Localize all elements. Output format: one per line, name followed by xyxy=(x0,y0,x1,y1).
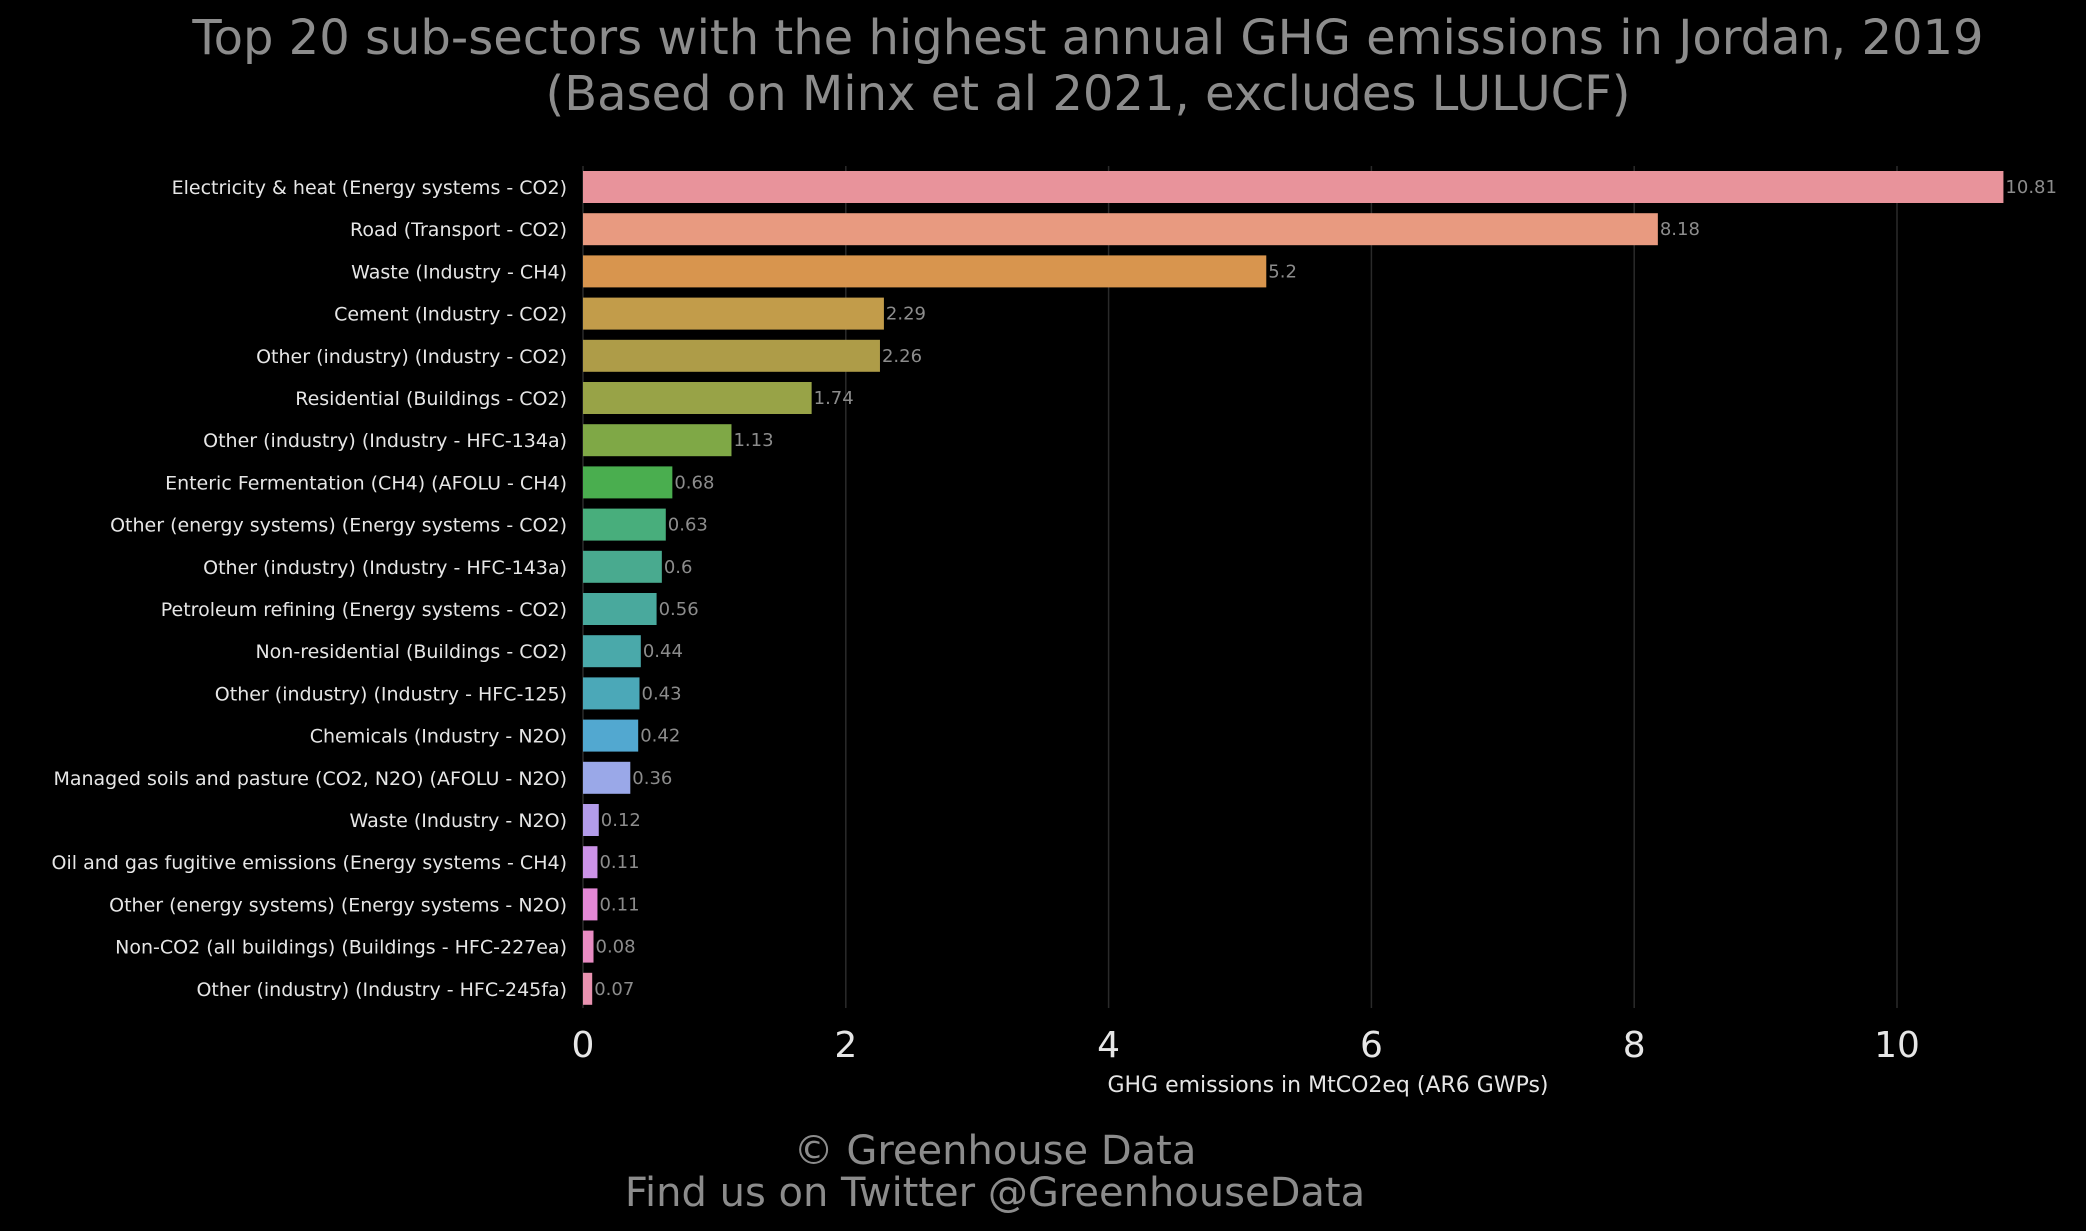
value-label: 0.11 xyxy=(599,894,639,915)
value-label: 0.6 xyxy=(664,557,693,578)
category-label: Chemicals (Industry - N2O) xyxy=(310,726,567,748)
value-label: 0.07 xyxy=(594,979,634,1000)
x-tick-label: 0 xyxy=(572,1025,595,1066)
category-label: Petroleum refining (Energy systems - CO2… xyxy=(161,599,567,621)
bar xyxy=(583,297,884,330)
bar xyxy=(583,761,631,794)
category-label: Non-CO2 (all buildings) (Buildings - HFC… xyxy=(115,937,567,959)
bar xyxy=(583,508,666,541)
category-label: Waste (Industry - CH4) xyxy=(351,261,567,283)
category-label: Managed soils and pasture (CO2, N2O) (AF… xyxy=(53,768,567,790)
bar xyxy=(583,213,1658,246)
bar xyxy=(583,550,662,583)
value-label: 0.08 xyxy=(596,937,636,958)
x-axis-label: GHG emissions in MtCO2eq (AR6 GWPs) xyxy=(1107,1073,1548,1098)
value-label: 1.13 xyxy=(733,430,773,451)
value-label: 8.18 xyxy=(1660,219,1700,240)
x-tick-label: 8 xyxy=(1623,1025,1646,1066)
bar xyxy=(583,804,599,836)
bar xyxy=(583,846,598,879)
chart-title: Top 20 sub-sectors with the highest annu… xyxy=(192,10,1984,66)
bar xyxy=(583,677,640,710)
value-label: 5.2 xyxy=(1268,261,1297,282)
bar xyxy=(583,255,1267,288)
footer-twitter: Find us on Twitter @GreenhouseData xyxy=(624,1170,1366,1216)
gridlines xyxy=(582,166,1898,1008)
category-label: Road (Transport - CO2) xyxy=(350,219,567,241)
bar xyxy=(583,382,812,414)
value-label: 0.11 xyxy=(599,852,639,873)
category-label: Enteric Fermentation (CH4) (AFOLU - CH4) xyxy=(165,472,567,494)
bar xyxy=(583,635,641,668)
category-label: Electricity & heat (Energy systems - CO2… xyxy=(172,177,567,199)
footer-copyright: © Greenhouse Data xyxy=(793,1128,1197,1174)
category-label: Oil and gas fugitive emissions (Energy s… xyxy=(52,852,567,874)
bar xyxy=(583,972,593,1005)
x-tick-label: 10 xyxy=(1874,1025,1920,1066)
value-label: 1.74 xyxy=(814,388,854,409)
value-label: 2.29 xyxy=(886,304,926,325)
bar xyxy=(583,171,2004,203)
bar xyxy=(583,466,673,499)
category-label: Other (industry) (Industry - HFC-143a) xyxy=(203,557,567,579)
value-label: 0.44 xyxy=(643,641,683,662)
bar xyxy=(583,719,639,752)
category-label: Non-residential (Buildings - CO2) xyxy=(255,641,567,663)
value-label: 0.68 xyxy=(674,472,714,493)
category-label: Other (energy systems) (Energy systems -… xyxy=(110,515,567,537)
value-label: 0.63 xyxy=(668,515,708,536)
value-label: 0.36 xyxy=(632,768,672,789)
value-labels: 10.81 8.18 5.2 2.29 2.26 1.74 1.13 0.68 0.63 0.6 0… xyxy=(594,177,2057,1000)
value-label: 0.56 xyxy=(659,599,699,620)
value-label: 0.42 xyxy=(640,726,680,747)
category-label: Other (industry) (Industry - HFC-245fa) xyxy=(196,979,567,1001)
bar xyxy=(583,930,594,963)
category-label: Other (energy systems) (Energy systems -… xyxy=(109,894,567,916)
value-label: 0.12 xyxy=(601,810,641,831)
x-axis-ticks: 0 2 4 6 8 10 xyxy=(572,1025,1920,1066)
value-label: 0.43 xyxy=(642,683,682,704)
bar xyxy=(583,888,598,921)
bar xyxy=(583,593,657,625)
category-label: Other (industry) (Industry - CO2) xyxy=(256,346,567,368)
category-label: Other (industry) (Industry - HFC-125) xyxy=(215,683,567,705)
bar xyxy=(583,339,880,372)
x-tick-label: 4 xyxy=(1097,1025,1120,1066)
chart-subtitle: (Based on Minx et al 2021, excludes LULU… xyxy=(545,66,1631,122)
category-label: Waste (Industry - N2O) xyxy=(350,810,567,832)
x-tick-label: 6 xyxy=(1360,1025,1383,1066)
bar xyxy=(583,424,732,457)
bars xyxy=(583,171,2004,1005)
category-label: Other (industry) (Industry - HFC-134a) xyxy=(203,430,567,452)
category-labels: Electricity & heat (Energy systems - CO2… xyxy=(52,177,567,1001)
value-label: 10.81 xyxy=(2005,177,2057,198)
category-label: Residential (Buildings - CO2) xyxy=(295,388,567,410)
x-tick-label: 2 xyxy=(834,1025,857,1066)
value-label: 2.26 xyxy=(882,346,922,367)
category-label: Cement (Industry - CO2) xyxy=(334,304,567,326)
